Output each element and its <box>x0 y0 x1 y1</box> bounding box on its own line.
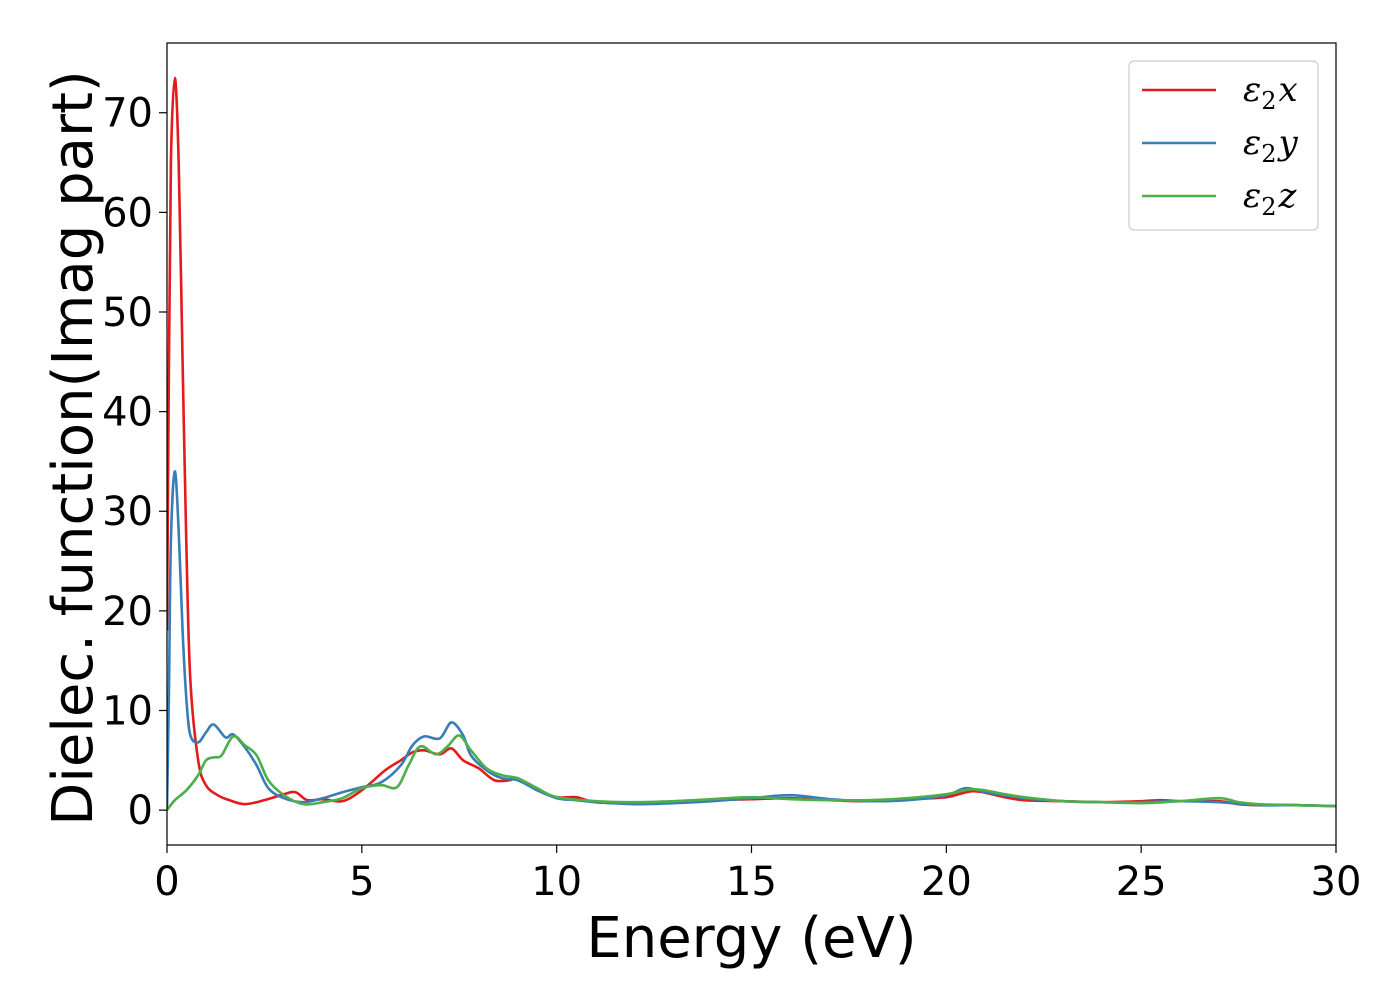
legend-label-x: ε2x <box>1243 70 1298 115</box>
legend: ε2x ε2y ε2z <box>1128 60 1319 231</box>
x-axis-label: Energy (eV) <box>586 906 916 971</box>
x-tick-label: 15 <box>726 859 777 905</box>
y-tick-label: 20 <box>102 589 153 635</box>
y-axis-label: Dielec. function(Imag part) <box>41 70 106 826</box>
y-tick-label: 0 <box>128 788 153 834</box>
legend-label-y: ε2y <box>1243 123 1299 168</box>
y-tick-label: 50 <box>102 290 153 336</box>
series-layer <box>167 76 1336 811</box>
x-tick-label: 10 <box>531 859 582 905</box>
y-tick-label: 30 <box>102 489 153 535</box>
series-line-z <box>167 734 1336 811</box>
legend-label-z: ε2z <box>1243 176 1298 221</box>
x-tick-label: 30 <box>1311 859 1362 905</box>
x-tick-label: 20 <box>921 859 972 905</box>
x-tick-label: 25 <box>1116 859 1167 905</box>
y-tick-label: 10 <box>102 689 153 735</box>
legend-box <box>1128 60 1319 231</box>
y-tick-label: 40 <box>102 390 153 436</box>
x-tick-label: 5 <box>349 859 374 905</box>
y-tick-label: 70 <box>102 91 153 137</box>
x-axis: 0 5 10 15 20 25 30 <box>154 845 1361 905</box>
y-tick-label: 60 <box>102 190 153 236</box>
series-line-y <box>167 470 1336 811</box>
series-line-x <box>167 76 1336 808</box>
y-axis: 0 10 20 30 40 50 60 70 <box>102 91 167 834</box>
x-tick-label: 0 <box>154 859 179 905</box>
